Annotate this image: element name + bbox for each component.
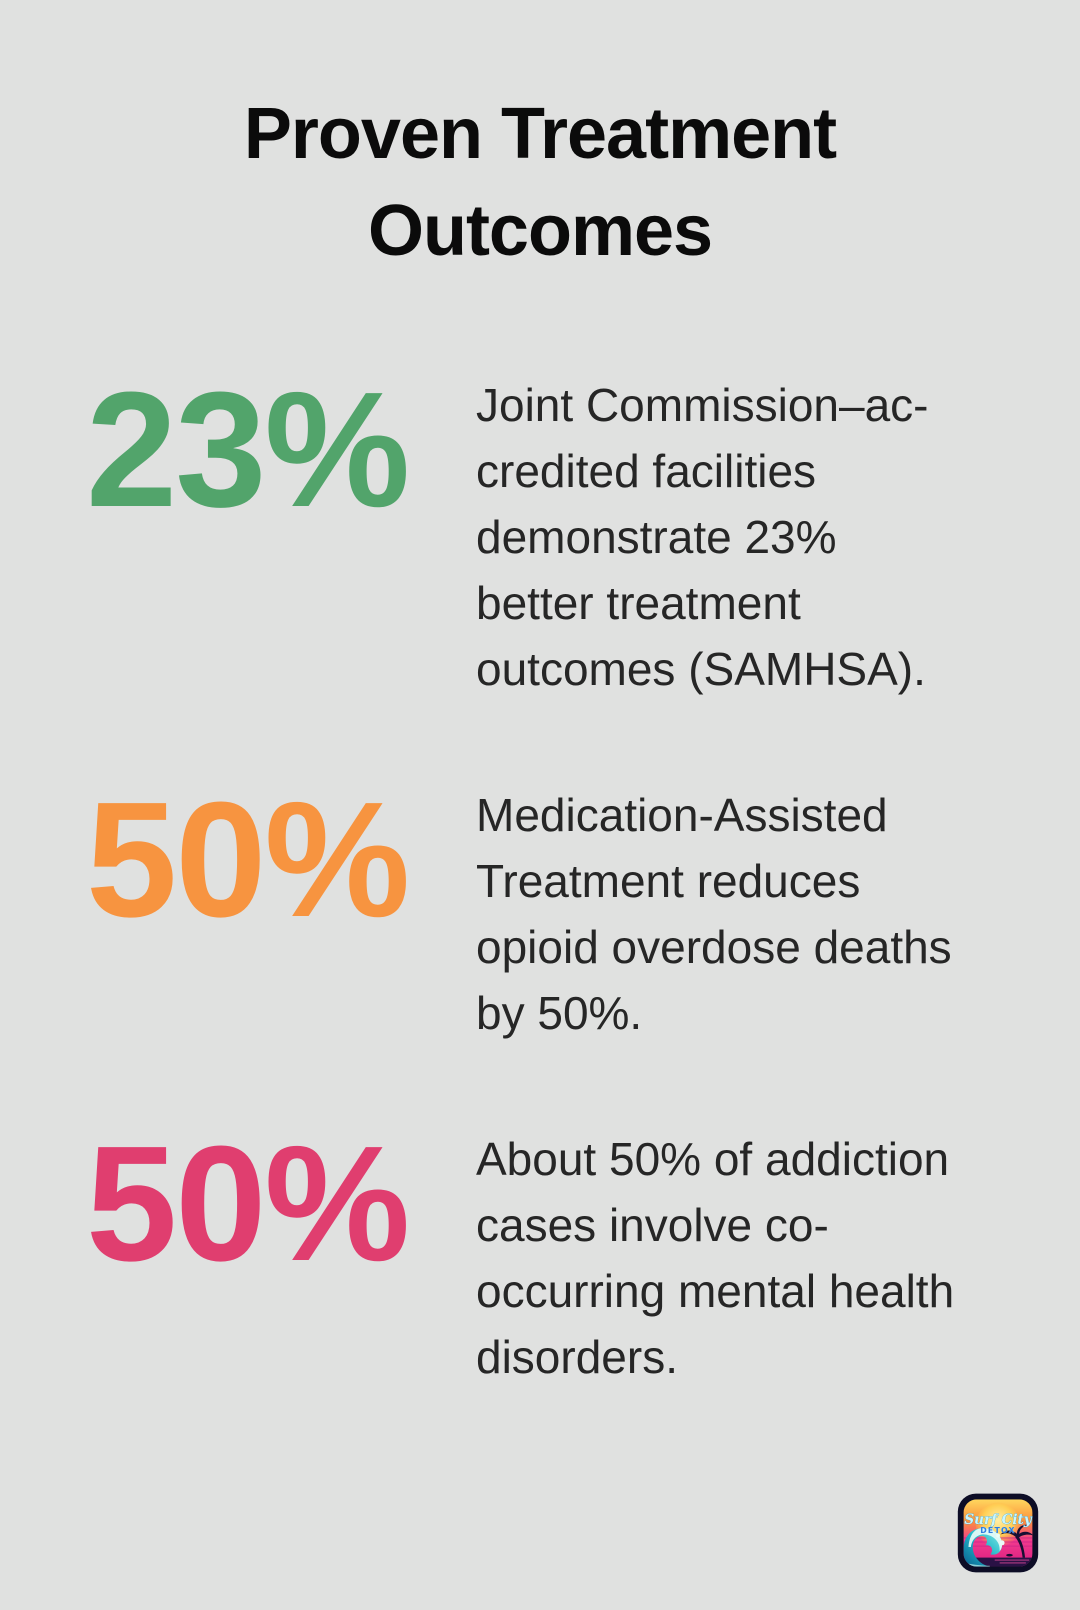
page-title: Proven Treatment Outcomes: [243, 94, 837, 271]
logo-badge-icon: Surf City DETOX: [957, 1493, 1039, 1573]
stat-row-cooccurring: 50% About 50% of addiction cases involve…: [86, 1122, 1080, 1390]
surf-city-detox-logo: Surf City DETOX: [956, 1492, 1040, 1574]
logo-script-text: Surf City: [964, 1512, 1032, 1528]
logo-ocean: [963, 1557, 1033, 1567]
stat-description: Joint Commission–ac- credited facilities…: [476, 379, 929, 695]
stat-value: 23%: [86, 358, 410, 541]
wave-icon: [963, 1528, 1005, 1567]
stat-row-accreditation: 23% Joint Commission–ac- credited facili…: [86, 368, 1080, 702]
stat-description: About 50% of addiction cases involve co-…: [476, 1133, 955, 1383]
stat-row-mat: 50% Medication-Assisted Treatment reduce…: [86, 778, 1080, 1046]
stat-description: Medication-Assisted Treatment reduces op…: [476, 789, 952, 1039]
stats-list: 23% Joint Commission–ac- credited facili…: [0, 368, 1080, 1390]
logo-ocean-reflections: [994, 1559, 1030, 1564]
palm-tree-icon: [1000, 1524, 1033, 1558]
stat-value: 50%: [86, 768, 410, 951]
stat-value: 50%: [86, 1112, 410, 1295]
logo-brand-text: DETOX: [980, 1526, 1016, 1535]
